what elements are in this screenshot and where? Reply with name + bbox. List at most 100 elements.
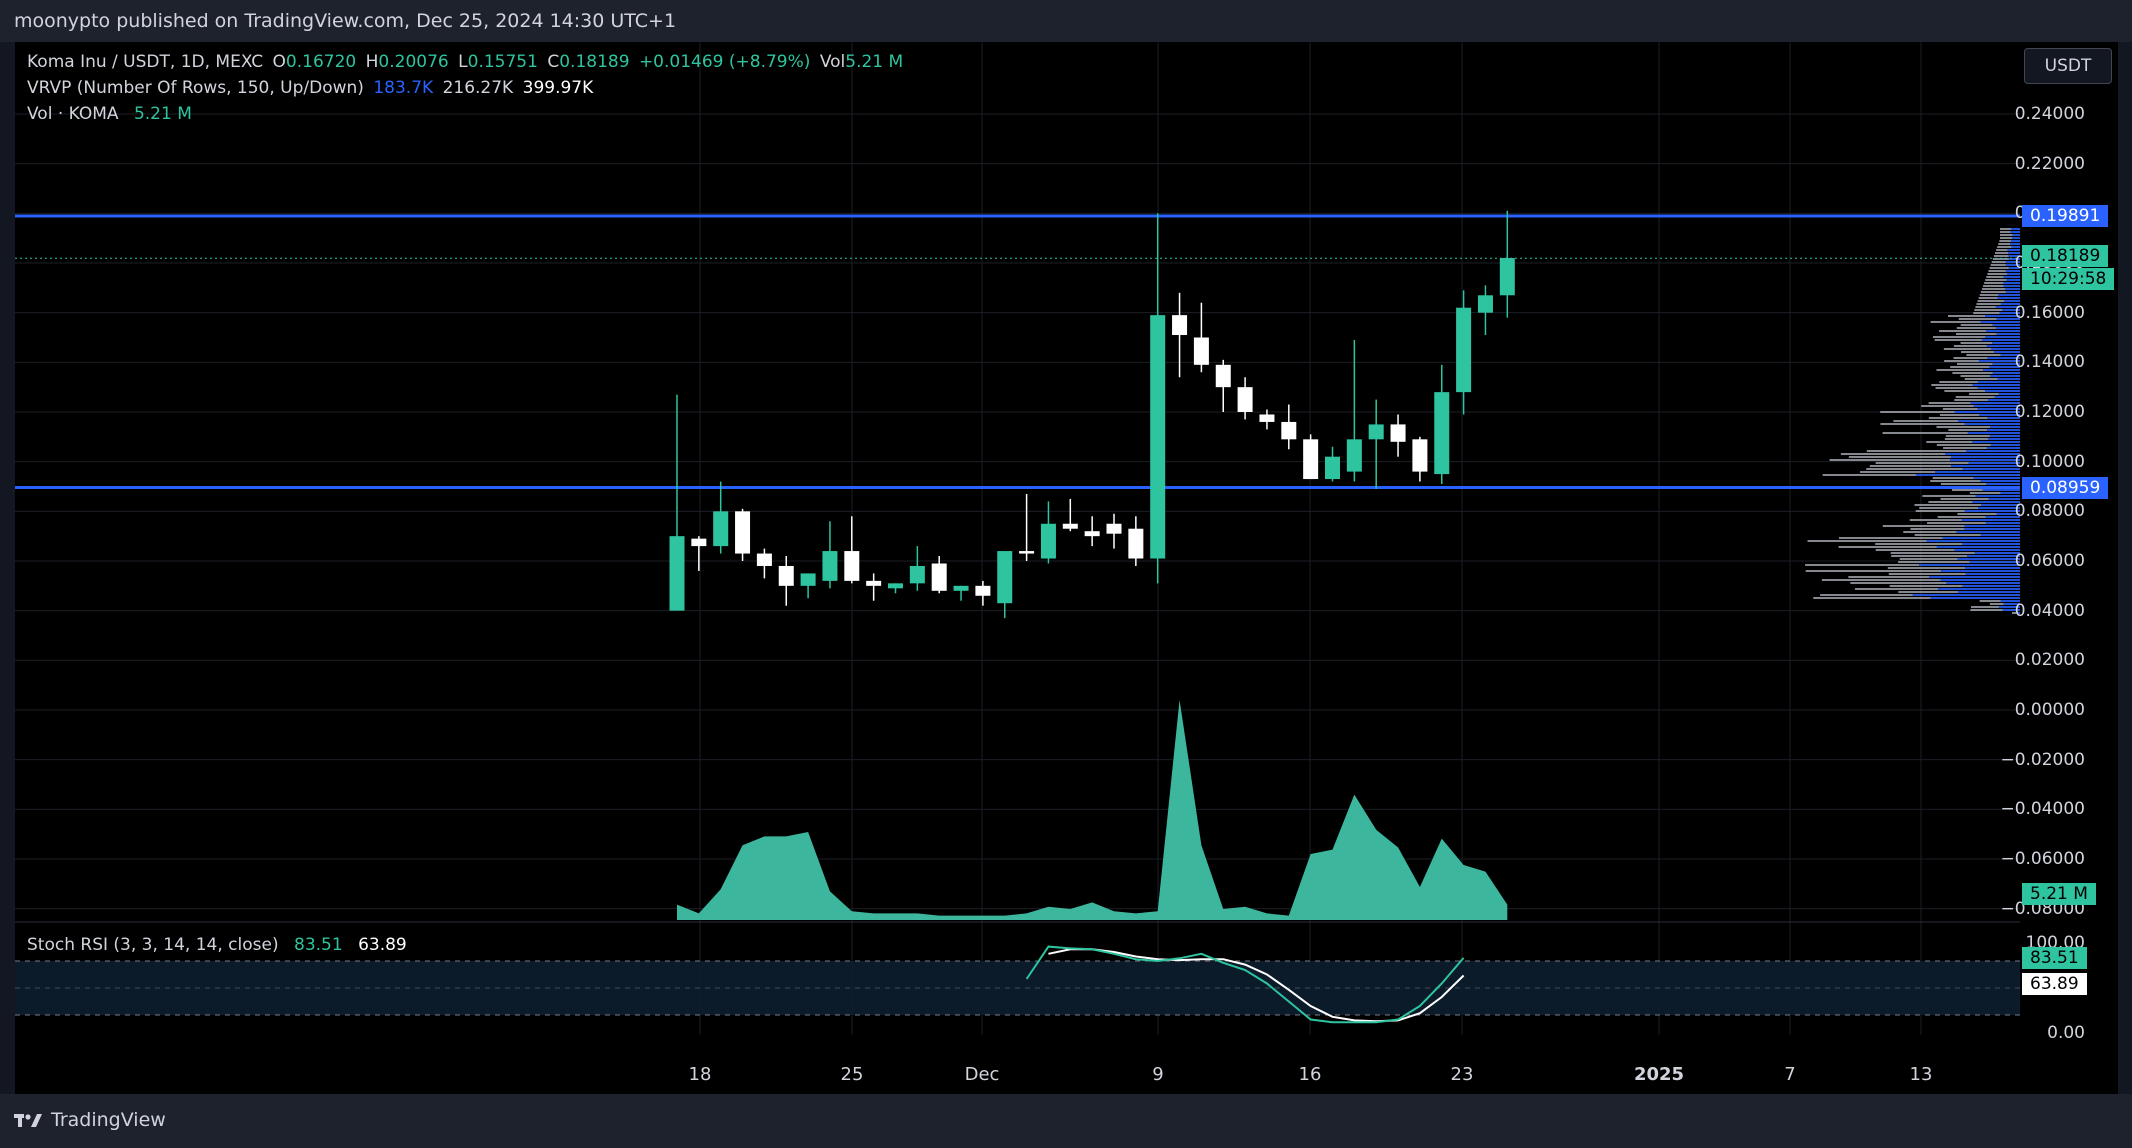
candle-body — [1172, 315, 1188, 336]
candle — [909, 546, 925, 591]
symbol-legend: Koma Inu / USDT, 1D, MEXC O0.16720 H0.20… — [27, 52, 904, 72]
profile-bar-up — [1962, 543, 2020, 545]
profile-bar-up — [1978, 360, 2020, 362]
profile-bar-up — [2000, 492, 2020, 494]
candle-body — [822, 551, 838, 581]
profile-bar-up — [1977, 381, 2020, 383]
profile-bar-down — [1979, 600, 2001, 602]
candle-body — [713, 511, 729, 547]
profile-bar-up — [2010, 231, 2020, 233]
profile-bar-down — [2000, 237, 2013, 239]
profile-bar-down — [1921, 405, 1974, 407]
profile-bar-down — [1882, 525, 1965, 527]
stoch-d-value: 63.89 — [358, 935, 407, 955]
time-tick-label: 2025 — [1633, 1064, 1685, 1085]
profile-bar-up — [1940, 579, 2020, 581]
profile-bar-up — [1991, 348, 2020, 350]
tradingview-logo[interactable]: TradingView — [14, 1109, 166, 1131]
profile-bar-up — [1912, 594, 2020, 596]
profile-bar-down — [1888, 573, 1966, 575]
profile-bar-down — [1928, 417, 1988, 419]
profile-bar-down — [1969, 393, 1999, 395]
time-tick-label: Dec — [964, 1064, 1000, 1085]
candle — [822, 521, 838, 589]
price-tick-label: 0.04000 — [2014, 600, 2085, 621]
profile-bar-down — [1822, 474, 1916, 476]
profile-bar-down — [1880, 423, 1965, 425]
profile-bar-up — [1997, 297, 2020, 299]
candle — [1412, 436, 1428, 482]
profile-bar-up — [1978, 507, 2020, 509]
profile-bar-up — [2012, 234, 2020, 236]
vol-koma-label[interactable]: Vol · KOMA — [27, 104, 119, 124]
profile-bar-down — [1838, 537, 1943, 539]
profile-bar-up — [1987, 429, 2020, 431]
profile-bar-up — [2005, 261, 2020, 263]
profile-bar-down — [1860, 471, 1936, 473]
candle — [778, 556, 794, 606]
profile-bar-down — [1939, 381, 1978, 383]
profile-bar-up — [1945, 453, 2020, 455]
price-tick-label: 0.08000 — [2014, 501, 2085, 522]
candle-body — [1477, 295, 1493, 313]
vrvp-label[interactable]: VRVP (Number Of Rows, 150, Up/Down) — [27, 78, 364, 98]
profile-bar-down — [1910, 528, 1965, 530]
profile-bar-up — [1986, 345, 2020, 347]
candle — [669, 394, 685, 611]
currency-button[interactable]: USDT — [2024, 48, 2112, 84]
price-tick-label: 0.12000 — [2014, 402, 2085, 422]
profile-bar-up — [1998, 294, 2020, 296]
candle-body — [1062, 523, 1078, 529]
profile-bar-up — [1985, 330, 2020, 332]
profile-bar-up — [1915, 474, 2020, 476]
profile-bar-up — [1926, 540, 2020, 542]
profile-bar-down — [1992, 258, 2009, 260]
price-tick-label: 0.06000 — [2014, 551, 2085, 571]
profile-bar-down — [1880, 411, 1955, 413]
profile-bar-down — [1943, 447, 1987, 449]
candle-body — [1259, 414, 1275, 422]
profile-bar-down — [1950, 366, 1990, 368]
profile-bar-up — [1985, 516, 2020, 518]
profile-bar-down — [1964, 378, 1998, 380]
candle-body — [888, 583, 903, 589]
profile-bar-down — [1986, 276, 2004, 278]
candle — [756, 548, 772, 579]
profile-bar-down — [1970, 606, 1999, 608]
volume-tag: 5.21 M — [2022, 883, 2096, 905]
profile-bar-down — [1932, 336, 1986, 338]
candle-body — [669, 536, 685, 611]
price-tick-label: 0.16000 — [2014, 302, 2085, 323]
candle — [1259, 409, 1275, 430]
stoch-legend: Stoch RSI (3, 3, 14, 14, close) 83.51 63… — [27, 935, 411, 955]
last-price-tag: 0.18189 — [2022, 245, 2109, 267]
profile-bar-down — [1977, 300, 2005, 302]
stoch-label[interactable]: Stoch RSI (3, 3, 14, 14, close) — [27, 935, 279, 955]
profile-bar-down — [1939, 414, 1980, 416]
profile-bar-down — [1994, 252, 2009, 254]
candle-body — [756, 553, 772, 566]
price-tick-label: 0.24000 — [2014, 104, 2085, 124]
profile-bar-up — [1987, 417, 2020, 419]
profile-bar-down — [1914, 504, 1982, 506]
profile-bar-down — [1947, 315, 1986, 317]
profile-bar-down — [1944, 438, 1989, 440]
candle-body — [953, 585, 969, 591]
candle-body — [1434, 392, 1450, 475]
candle-body — [1303, 439, 1319, 480]
candle — [1346, 339, 1362, 482]
candle — [1325, 446, 1340, 482]
symbol-title[interactable]: Koma Inu / USDT, 1D, MEXC — [27, 52, 264, 72]
profile-bar-up — [1992, 324, 2020, 326]
tradingview-icon — [14, 1114, 42, 1127]
profile-bar-down — [1939, 330, 1986, 332]
profile-bar-down — [1969, 492, 2001, 494]
profile-bar-down — [1956, 327, 1996, 329]
candle-body — [1106, 523, 1122, 534]
profile-bar-up — [2008, 255, 2020, 257]
profile-bar-up — [1950, 459, 2020, 461]
vol-koma-value: 5.21 M — [133, 104, 192, 124]
profile-bar-down — [1989, 267, 2009, 269]
profile-bar-down — [1930, 321, 1981, 323]
